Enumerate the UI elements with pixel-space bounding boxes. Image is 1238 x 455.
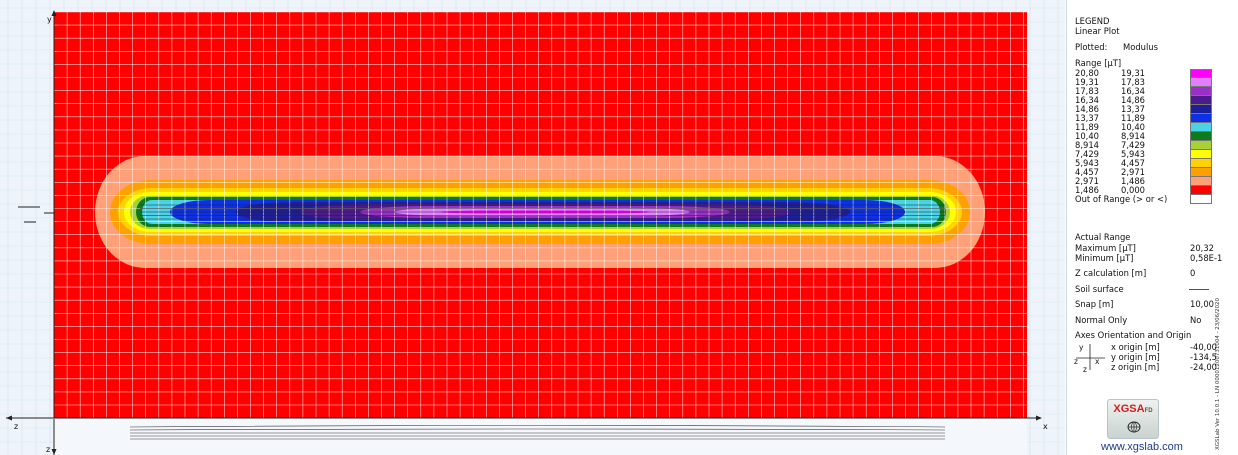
- normal-only-value: No: [1190, 315, 1202, 325]
- range-from: 10,40: [1075, 131, 1099, 141]
- range-from: 1,486: [1075, 185, 1099, 195]
- range-to: 19,31: [1121, 68, 1145, 78]
- axes-orientation-label: Axes Orientation and Origin: [1075, 330, 1192, 340]
- heatmap-plot: y x z z: [0, 0, 1065, 455]
- range-to: 7,429: [1121, 140, 1145, 150]
- z-calc-label: Z calculation [m]: [1075, 268, 1147, 278]
- color-swatch: [1190, 96, 1212, 105]
- plot-area[interactable]: y x z z: [0, 0, 1065, 455]
- range-to: 8,914: [1121, 131, 1145, 141]
- range-from: 20,80: [1075, 68, 1099, 78]
- minimum-label: Minimum [µT]: [1075, 253, 1134, 263]
- range-from: 8,914: [1075, 140, 1099, 150]
- y-axis-arrow: [51, 10, 57, 16]
- range-to: 17,83: [1121, 77, 1145, 87]
- color-swatch: [1190, 141, 1212, 150]
- color-swatch: [1190, 177, 1212, 186]
- range-from: 2,971: [1075, 176, 1099, 186]
- range-label: Range [µT]: [1075, 58, 1122, 68]
- color-swatch: [1190, 69, 1212, 78]
- range-to: 1,486: [1121, 176, 1145, 186]
- range-from: 14,86: [1075, 104, 1099, 114]
- origin-value: -24,00: [1190, 362, 1217, 372]
- x-axis-label: x: [1043, 422, 1048, 431]
- range-to: 14,86: [1121, 95, 1145, 105]
- y-axis-label: y: [47, 15, 52, 24]
- plotted-label: Plotted:: [1075, 42, 1108, 52]
- color-swatch: [1190, 132, 1212, 141]
- range-from: 13,37: [1075, 113, 1099, 123]
- z-axis-arrow-left: [6, 415, 12, 421]
- color-swatch: [1190, 114, 1212, 123]
- snap-label: Snap [m]: [1075, 299, 1114, 309]
- snap-value: 10,00: [1190, 299, 1214, 309]
- version-text: XGSLab Ver 10.0.1 - LN 00001200731004 - …: [1215, 298, 1221, 450]
- profile-line: [129, 425, 946, 428]
- color-swatch: [1190, 78, 1212, 87]
- actual-range-label: Actual Range: [1075, 232, 1131, 242]
- range-to: 13,37: [1121, 104, 1145, 114]
- website-link[interactable]: www.xgslab.com: [1101, 441, 1183, 453]
- range-to: 16,34: [1121, 86, 1145, 96]
- range-to: 5,943: [1121, 149, 1145, 159]
- legend-title: LEGEND: [1075, 16, 1110, 26]
- range-to: 0,000: [1121, 185, 1145, 195]
- color-swatch: [1190, 87, 1212, 96]
- maximum-value: 20,32: [1190, 243, 1214, 253]
- range-from: 17,83: [1075, 86, 1099, 96]
- origin-value: -134,5: [1190, 352, 1217, 362]
- range-from: 7,429: [1075, 149, 1099, 159]
- maximum-label: Maximum [µT]: [1075, 243, 1136, 253]
- z-axis-label-bottom: z: [46, 445, 50, 454]
- soil-surface-label: Soil surface: [1075, 284, 1124, 294]
- plotted-value: Modulus: [1123, 42, 1158, 52]
- z-axis-label-left: z: [14, 422, 18, 431]
- legend-panel: LEGEND Linear Plot Plotted: Modulus Rang…: [1066, 0, 1238, 455]
- origin-label: x origin [m]: [1111, 342, 1160, 352]
- mini-axis-z: z: [1074, 357, 1078, 366]
- range-to: 10,40: [1121, 122, 1145, 132]
- mini-axes-icon: [1076, 344, 1105, 370]
- color-swatch: [1190, 159, 1212, 168]
- profile-line: [129, 428, 946, 431]
- out-of-range-swatch: [1190, 195, 1212, 204]
- range-to: 2,971: [1121, 167, 1145, 177]
- profile-strip: [54, 419, 1027, 455]
- range-from: 19,31: [1075, 77, 1099, 87]
- legend-subtitle: Linear Plot: [1075, 26, 1120, 36]
- globe-icon: [1127, 421, 1141, 433]
- color-swatch: [1190, 123, 1212, 132]
- out-of-range-label: Out of Range (> or <): [1075, 194, 1168, 204]
- range-from: 16,34: [1075, 95, 1099, 105]
- origin-value: -40,00: [1190, 342, 1217, 352]
- mini-axis-z-lower: z: [1083, 365, 1087, 374]
- logo-text: XGSAFD: [1113, 403, 1153, 415]
- color-swatch: [1190, 186, 1212, 195]
- soil-surface-swatch: [1189, 289, 1209, 290]
- xgslab-logo[interactable]: XGSAFD: [1107, 399, 1159, 439]
- color-swatch: [1190, 168, 1212, 177]
- mini-axis-x: x: [1095, 357, 1100, 366]
- color-swatch: [1190, 105, 1212, 114]
- range-to: 4,457: [1121, 158, 1145, 168]
- normal-only-label: Normal Only: [1075, 315, 1128, 325]
- mini-axis-y: y: [1079, 343, 1084, 352]
- range-from: 4,457: [1075, 167, 1099, 177]
- z-calc-value: 0: [1190, 268, 1196, 278]
- x-axis-arrow: [1036, 415, 1042, 421]
- range-from: 11,89: [1075, 122, 1099, 132]
- z-axis-arrow-bottom: [51, 449, 57, 455]
- origin-label: y origin [m]: [1111, 352, 1160, 362]
- origin-label: z origin [m]: [1111, 362, 1160, 372]
- color-swatch: [1190, 150, 1212, 159]
- minimum-value: 0,58E-1: [1190, 253, 1223, 263]
- range-from: 5,943: [1075, 158, 1099, 168]
- range-to: 11,89: [1121, 113, 1145, 123]
